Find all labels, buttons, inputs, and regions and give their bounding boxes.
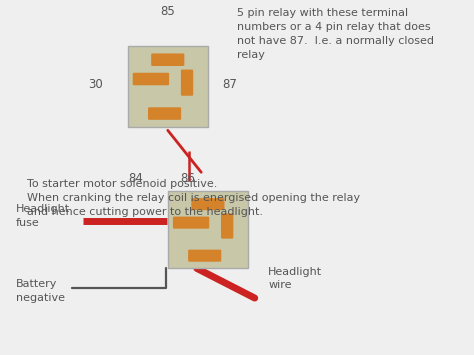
FancyBboxPatch shape: [188, 250, 221, 262]
FancyBboxPatch shape: [148, 107, 181, 120]
FancyBboxPatch shape: [173, 217, 209, 229]
Text: Headlight
fuse: Headlight fuse: [16, 204, 70, 228]
FancyBboxPatch shape: [133, 73, 169, 85]
Bar: [168, 191, 248, 268]
Text: Headlight
wire: Headlight wire: [268, 267, 322, 290]
Text: 84: 84: [128, 172, 143, 185]
Text: 87: 87: [222, 78, 237, 91]
Text: 30: 30: [88, 78, 103, 91]
FancyBboxPatch shape: [221, 213, 233, 239]
FancyBboxPatch shape: [151, 54, 184, 66]
Text: 85: 85: [160, 5, 175, 17]
Text: 86: 86: [181, 172, 195, 185]
FancyBboxPatch shape: [181, 70, 193, 96]
Text: Battery
negative: Battery negative: [16, 279, 65, 303]
Text: 5 pin relay with these terminal
numbers or a 4 pin relay that does
not have 87. : 5 pin relay with these terminal numbers …: [237, 8, 434, 60]
Text: To starter motor solenoid positive.
When cranking the relay coil is energised op: To starter motor solenoid positive. When…: [27, 179, 360, 217]
Bar: [128, 47, 208, 127]
FancyBboxPatch shape: [191, 198, 225, 210]
